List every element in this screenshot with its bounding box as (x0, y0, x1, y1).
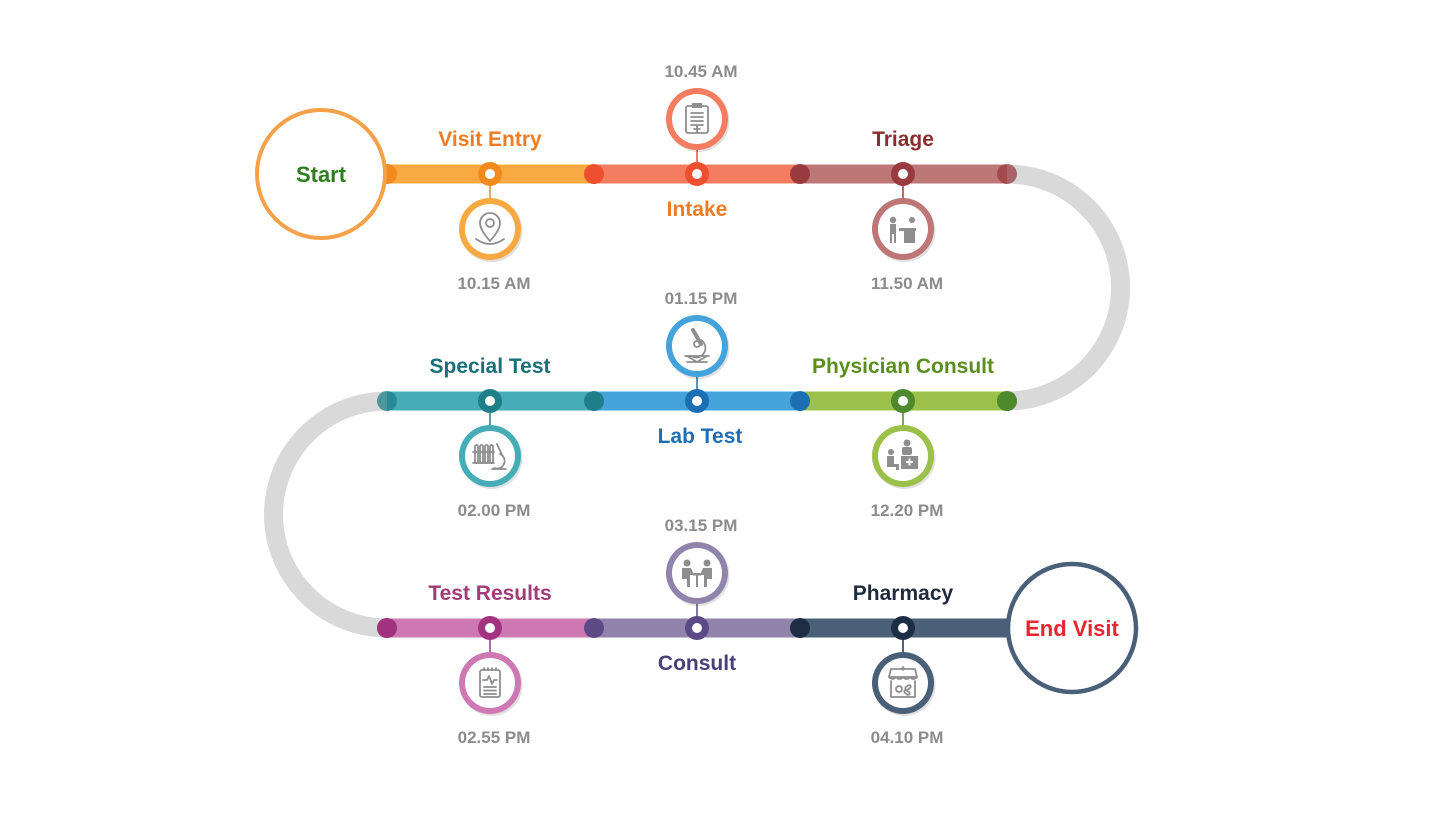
step-node-center (485, 623, 495, 633)
clipboard-icon (685, 103, 709, 134)
step-time: 04.10 PM (871, 728, 944, 747)
track-joint (584, 618, 604, 638)
track-joint (584, 391, 604, 411)
connector-curve-right (997, 164, 1130, 411)
track-end-cap (997, 164, 1017, 184)
physician-desk-icon (887, 439, 918, 470)
microscope-icon (684, 328, 710, 363)
location-pin-icon (475, 212, 505, 245)
triage-desk-icon (889, 216, 916, 243)
icon-badge (672, 94, 722, 144)
pharmacy-store-icon (888, 666, 918, 698)
step-time: 02.00 PM (458, 501, 531, 520)
track-end-cap (997, 391, 1017, 411)
step-node-center (485, 169, 495, 179)
test-tubes-microscope-icon (472, 443, 507, 470)
step-name: Visit Entry (438, 128, 542, 151)
step-name: Lab Test (658, 425, 743, 448)
start-circle (255, 108, 387, 240)
step-node-center (692, 396, 702, 406)
step-time: 10.45 AM (664, 62, 737, 81)
track-joint (790, 618, 810, 638)
step-time: 03.15 PM (665, 516, 738, 535)
icon-badge (878, 658, 928, 708)
icon-badge (465, 658, 515, 708)
step-name: Consult (658, 652, 736, 675)
track-joint (790, 164, 810, 184)
step-name: Intake (667, 198, 728, 221)
step-node-center (898, 169, 908, 179)
track-end-cap (377, 391, 397, 411)
step-node-center (898, 623, 908, 633)
step-time: 01.15 PM (665, 289, 738, 308)
step-time: 11.50 AM (871, 274, 943, 293)
track-end-cap (377, 618, 397, 638)
step-node-center (692, 623, 702, 633)
end-visit-circle (1005, 561, 1139, 695)
icon-badge (672, 321, 722, 371)
step-time: 02.55 PM (458, 728, 531, 747)
icon-badge (465, 204, 515, 254)
step-name: Special Test (430, 355, 551, 378)
step-node-center (485, 396, 495, 406)
step-time: 12.20 PM (871, 501, 944, 520)
end-visit-label: End Visit (1025, 616, 1119, 641)
step-name: Test Results (428, 582, 551, 605)
step-name: Physician Consult (812, 355, 994, 378)
step-node-center (692, 169, 702, 179)
step-name: Pharmacy (853, 582, 954, 605)
start-label: Start (296, 162, 347, 187)
step-time: 10.15 AM (457, 274, 530, 293)
step-node-center (898, 396, 908, 406)
connector-curve-left (264, 391, 397, 638)
report-icon (479, 667, 501, 698)
track-joint (584, 164, 604, 184)
track-joint (790, 391, 810, 411)
consult-meeting-icon (682, 559, 712, 587)
step-name: Triage (872, 128, 934, 151)
